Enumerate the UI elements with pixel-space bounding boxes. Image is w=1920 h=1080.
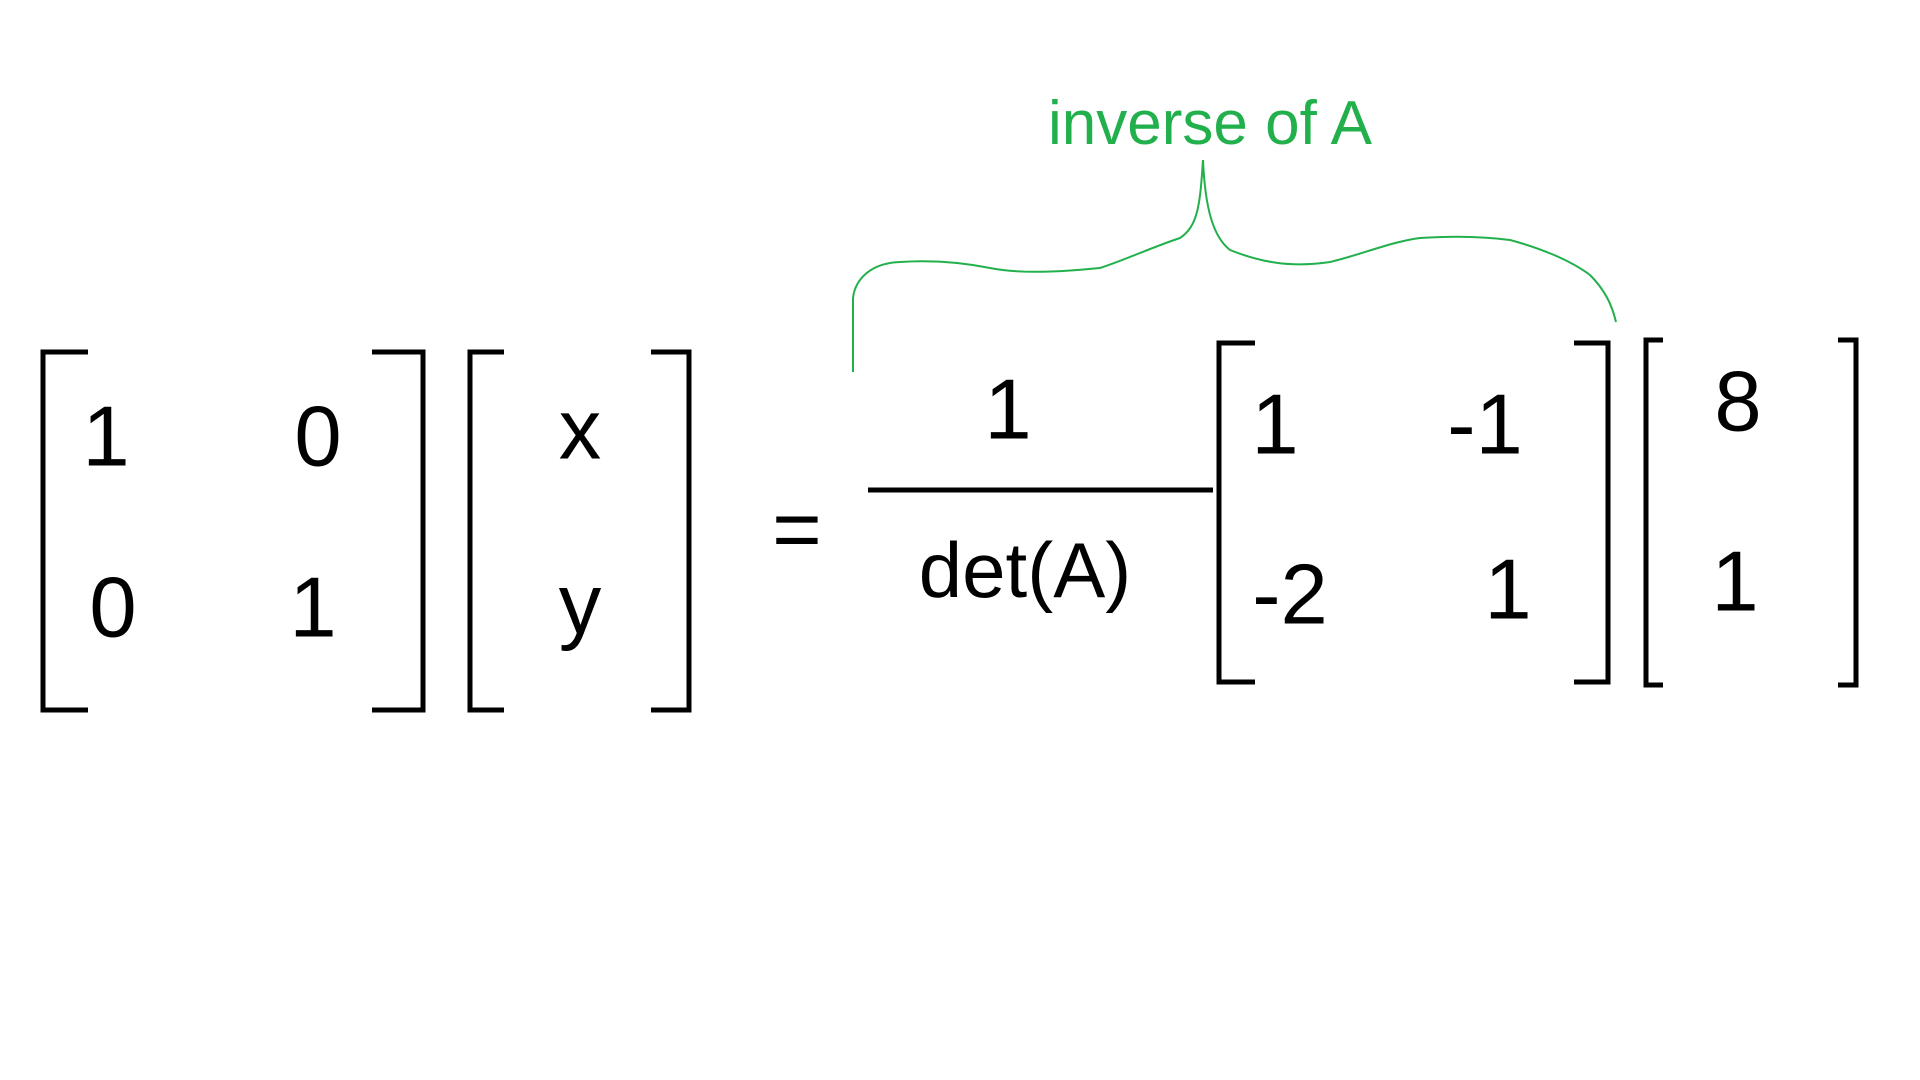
adjugate-cell-r2c1: -2 — [1252, 547, 1328, 643]
adjugate-cell-r1c1: 1 — [1251, 377, 1299, 473]
matrix-a-right-bracket — [372, 349, 426, 713]
adjugate-left-bracket — [1216, 340, 1255, 685]
matrix-a-cell-r2c1: 0 — [89, 560, 137, 656]
adjugate-cell-r1c2: -1 — [1447, 377, 1523, 473]
vector-xy-right-bracket — [651, 349, 692, 713]
matrix-a-cell-r2c2: 1 — [289, 560, 337, 656]
adjugate-right-bracket — [1574, 340, 1611, 685]
matrix-a-cell-r1c1: 1 — [82, 389, 130, 485]
vector-xy-entry-x: x — [558, 382, 602, 478]
equals-sign: = — [772, 482, 822, 578]
constants-right-bracket — [1838, 337, 1859, 688]
matrix-a-left-bracket — [40, 349, 88, 713]
inverse-of-a-label: inverse of A — [1048, 89, 1372, 158]
vector-xy-left-bracket — [467, 349, 504, 713]
constants-entry-bottom: 1 — [1711, 534, 1759, 630]
fraction-denominator: det(A) — [918, 526, 1132, 614]
fraction-numerator: 1 — [984, 362, 1032, 458]
inverse-brace — [852, 159, 1617, 372]
adjugate-cell-r2c2: 1 — [1484, 542, 1532, 638]
matrix-a-cell-r1c2: 0 — [294, 389, 342, 485]
constants-entry-top: 8 — [1714, 354, 1762, 450]
constants-left-bracket — [1643, 337, 1663, 688]
vector-xy-entry-y: y — [558, 557, 602, 653]
